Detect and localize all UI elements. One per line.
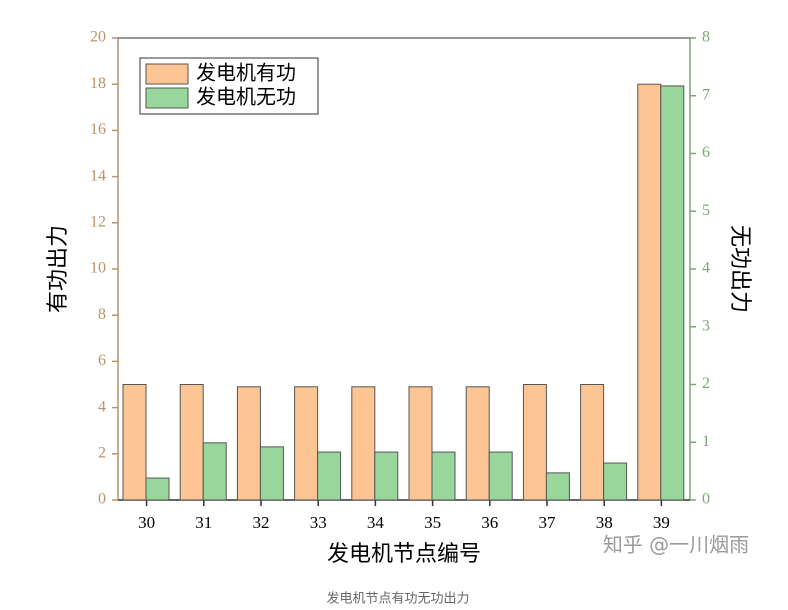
bar bbox=[202, 442, 227, 501]
bar bbox=[259, 446, 284, 501]
y2-tick-label: 0 bbox=[702, 491, 710, 508]
legend-label: 发电机无功 bbox=[196, 86, 296, 109]
bar bbox=[408, 386, 433, 501]
y2-tick-label: 8 bbox=[702, 29, 710, 46]
bar bbox=[145, 477, 170, 501]
caption: 发电机节点有功无功出力 bbox=[326, 591, 469, 607]
y2-tick-label: 4 bbox=[702, 260, 710, 277]
y-tick-label: 8 bbox=[98, 306, 106, 323]
bar bbox=[545, 472, 570, 501]
x-tick-label: 31 bbox=[195, 513, 212, 532]
bar bbox=[431, 451, 456, 501]
y-tick-label: 16 bbox=[90, 121, 106, 138]
y-tick-label: 4 bbox=[98, 398, 106, 415]
x-tick-label: 35 bbox=[424, 513, 441, 532]
y-tick-label: 18 bbox=[90, 75, 106, 92]
y-tick-label: 2 bbox=[98, 444, 106, 461]
y2-tick-label: 3 bbox=[702, 317, 710, 334]
y2-tick-label: 6 bbox=[702, 144, 710, 161]
y-tick-label: 12 bbox=[90, 213, 106, 230]
x-tick-label: 34 bbox=[367, 513, 385, 532]
x-tick-label: 37 bbox=[539, 513, 557, 532]
y-tick-label: 14 bbox=[90, 167, 106, 184]
bar bbox=[465, 386, 490, 501]
x-tick-label: 32 bbox=[253, 513, 270, 532]
bar bbox=[236, 386, 261, 501]
bar bbox=[580, 384, 605, 501]
bar bbox=[351, 386, 376, 501]
bar bbox=[637, 83, 662, 501]
y2-axis-label: 无功出力 bbox=[728, 225, 753, 313]
bar bbox=[603, 462, 628, 501]
legend-swatch bbox=[145, 63, 189, 85]
x-tick-label: 36 bbox=[481, 513, 498, 532]
y-tick-label: 6 bbox=[98, 352, 106, 369]
legend-label: 发电机有功 bbox=[196, 62, 296, 85]
y2-tick-label: 7 bbox=[702, 86, 710, 103]
bar bbox=[522, 384, 547, 501]
bar bbox=[122, 384, 147, 501]
bar bbox=[317, 451, 342, 501]
watermark: 知乎 @一川烟雨 bbox=[603, 533, 749, 557]
y2-tick-label: 5 bbox=[702, 202, 710, 219]
x-axis-label: 发电机节点编号 bbox=[327, 541, 481, 566]
bar bbox=[374, 451, 399, 501]
y-tick-label: 20 bbox=[90, 29, 106, 46]
x-tick-label: 38 bbox=[596, 513, 613, 532]
bar bbox=[294, 386, 319, 501]
bar bbox=[179, 384, 204, 501]
x-tick-label: 33 bbox=[310, 513, 327, 532]
x-tick-label: 39 bbox=[653, 513, 670, 532]
bar bbox=[488, 451, 513, 501]
bar bbox=[660, 85, 685, 501]
y2-tick-label: 2 bbox=[702, 375, 710, 392]
y-axis-label: 有功出力 bbox=[45, 225, 70, 313]
legend-swatch bbox=[145, 87, 189, 109]
y2-tick-label: 1 bbox=[702, 433, 710, 450]
x-tick-label: 30 bbox=[138, 513, 155, 532]
y-tick-label: 0 bbox=[98, 491, 106, 508]
y-tick-label: 10 bbox=[90, 260, 106, 277]
